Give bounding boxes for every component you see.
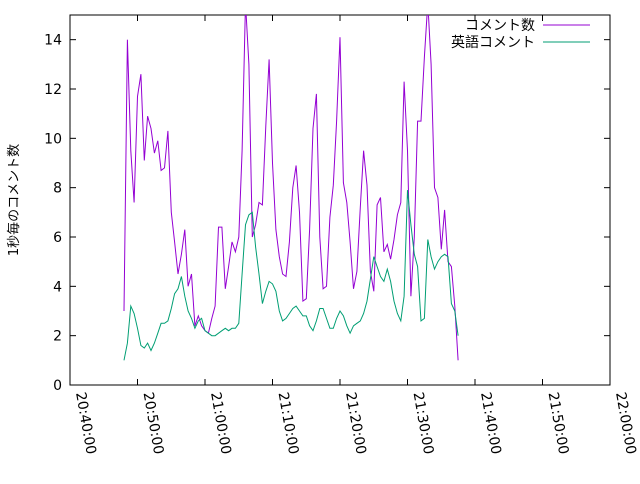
y-tick-label: 6 [53, 230, 62, 246]
x-axis-ticks: 20:40:00 20:50:00 21:00:00 21:10:00 21:20:00… [69, 15, 639, 456]
y-tick-label: 0 [53, 378, 62, 394]
y-tick-label: 12 [44, 82, 62, 98]
plot-frame [69, 14, 611, 386]
plot-frame-group [69, 14, 611, 386]
series-lines [123, 15, 459, 361]
series-line-2 [123, 190, 459, 361]
x-tick-label: 21:40:00 [477, 391, 504, 456]
x-tick-label: 21:50:00 [545, 391, 572, 456]
legend-label: 英語コメント [451, 34, 535, 51]
x-tick-label: 21:20:00 [342, 391, 369, 456]
y-tick-label: 8 [53, 181, 62, 197]
series-line-1 [123, 15, 459, 361]
x-tick-label: 20:50:00 [140, 391, 167, 456]
x-tick-label: 22:00:00 [612, 391, 639, 456]
y-tick-label: 4 [53, 279, 62, 295]
y-tick-label: 2 [53, 329, 62, 345]
x-tick-label: 21:00:00 [207, 391, 234, 456]
y-axis-ticks: 0 2 4 6 8 10 12 14 [44, 33, 610, 394]
x-tick-label: 20:40:00 [72, 391, 99, 456]
y-axis-label: 1秒毎のコメント数 [6, 144, 22, 256]
legend-label: コメント数 [465, 18, 535, 34]
x-tick-label: 21:30:00 [410, 391, 437, 456]
x-tick-label: 21:10:00 [275, 391, 302, 456]
y-tick-label: 14 [44, 33, 62, 49]
y-tick-label: 10 [44, 131, 62, 147]
